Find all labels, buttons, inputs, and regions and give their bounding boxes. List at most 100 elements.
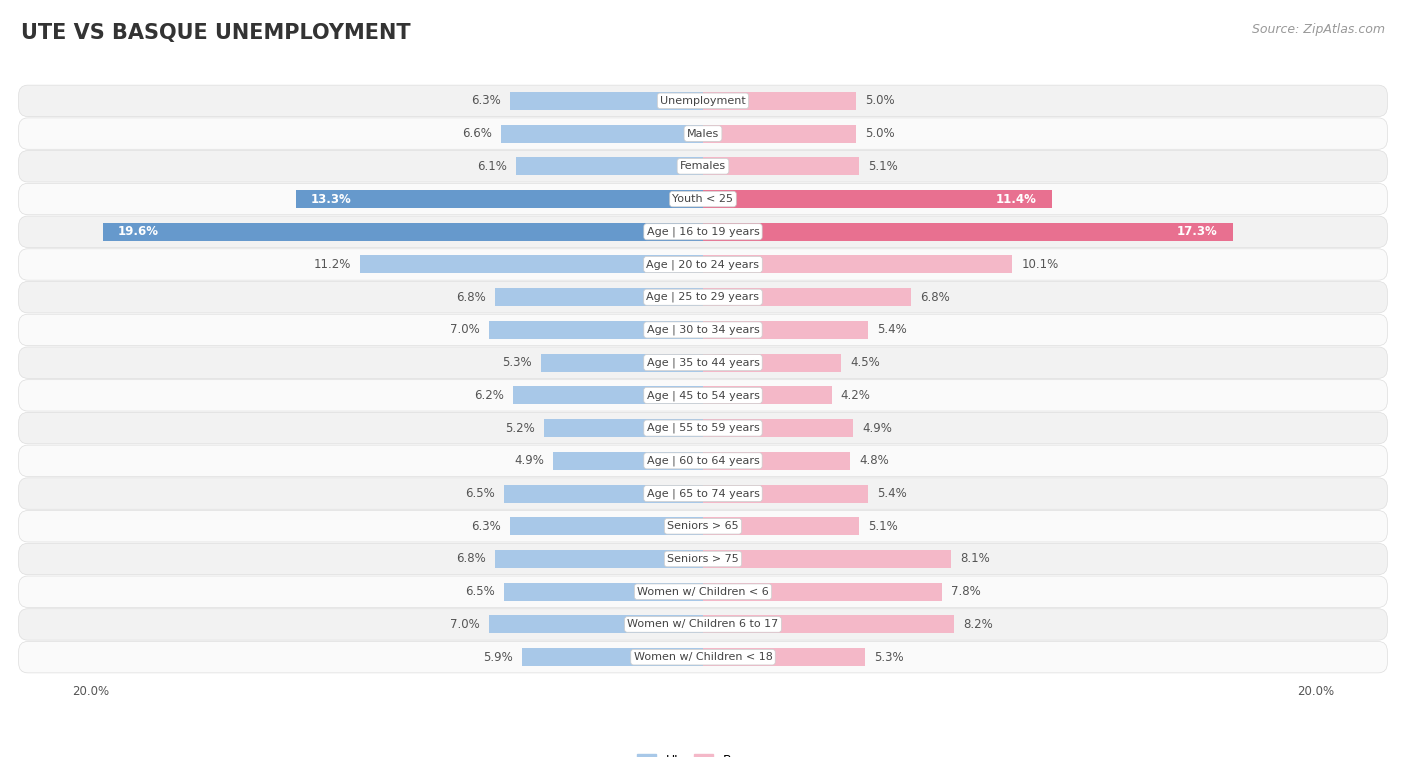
- FancyBboxPatch shape: [18, 216, 1388, 248]
- Text: 7.0%: 7.0%: [450, 618, 479, 631]
- Text: 5.3%: 5.3%: [875, 651, 904, 664]
- Text: Women w/ Children 6 to 17: Women w/ Children 6 to 17: [627, 619, 779, 630]
- Text: 20.0%: 20.0%: [72, 685, 110, 698]
- Bar: [703, 517, 859, 535]
- FancyBboxPatch shape: [18, 183, 1388, 215]
- Text: Age | 20 to 24 years: Age | 20 to 24 years: [647, 259, 759, 269]
- Text: 6.2%: 6.2%: [474, 389, 503, 402]
- Text: Seniors > 75: Seniors > 75: [666, 554, 740, 564]
- Text: 6.8%: 6.8%: [921, 291, 950, 304]
- Text: Age | 55 to 59 years: Age | 55 to 59 years: [647, 423, 759, 433]
- Bar: [503, 484, 703, 503]
- Bar: [703, 484, 869, 503]
- Text: 5.0%: 5.0%: [865, 127, 894, 140]
- Bar: [544, 419, 703, 437]
- FancyBboxPatch shape: [18, 151, 1388, 182]
- Text: 6.3%: 6.3%: [471, 95, 501, 107]
- Text: 6.6%: 6.6%: [461, 127, 492, 140]
- FancyBboxPatch shape: [18, 609, 1388, 640]
- Text: Youth < 25: Youth < 25: [672, 194, 734, 204]
- Text: 10.1%: 10.1%: [1021, 258, 1059, 271]
- Bar: [703, 615, 955, 634]
- FancyBboxPatch shape: [18, 314, 1388, 346]
- Bar: [703, 223, 1233, 241]
- Bar: [703, 386, 831, 404]
- FancyBboxPatch shape: [18, 576, 1388, 607]
- Bar: [703, 452, 851, 470]
- FancyBboxPatch shape: [18, 413, 1388, 444]
- Text: 6.3%: 6.3%: [471, 520, 501, 533]
- Bar: [703, 419, 853, 437]
- Text: 13.3%: 13.3%: [311, 192, 352, 206]
- Text: Seniors > 65: Seniors > 65: [668, 522, 738, 531]
- Bar: [703, 583, 942, 601]
- Text: 5.1%: 5.1%: [869, 160, 898, 173]
- Bar: [703, 157, 859, 176]
- FancyBboxPatch shape: [18, 347, 1388, 378]
- Text: 5.0%: 5.0%: [865, 95, 894, 107]
- Bar: [703, 288, 911, 306]
- Bar: [495, 288, 703, 306]
- Text: 20.0%: 20.0%: [1296, 685, 1334, 698]
- Bar: [703, 354, 841, 372]
- FancyBboxPatch shape: [18, 544, 1388, 575]
- Text: 19.6%: 19.6%: [118, 226, 159, 238]
- Bar: [703, 255, 1012, 273]
- Text: 5.4%: 5.4%: [877, 487, 907, 500]
- Text: Females: Females: [681, 161, 725, 171]
- Text: 6.1%: 6.1%: [477, 160, 508, 173]
- Text: 4.9%: 4.9%: [515, 454, 544, 467]
- Text: Age | 16 to 19 years: Age | 16 to 19 years: [647, 226, 759, 237]
- Text: 6.5%: 6.5%: [465, 487, 495, 500]
- Text: Women w/ Children < 18: Women w/ Children < 18: [634, 653, 772, 662]
- Bar: [360, 255, 703, 273]
- Text: 6.8%: 6.8%: [456, 291, 485, 304]
- Text: Age | 60 to 64 years: Age | 60 to 64 years: [647, 456, 759, 466]
- FancyBboxPatch shape: [18, 641, 1388, 673]
- Bar: [489, 321, 703, 339]
- Text: Age | 45 to 54 years: Age | 45 to 54 years: [647, 390, 759, 400]
- FancyBboxPatch shape: [18, 445, 1388, 477]
- FancyBboxPatch shape: [18, 380, 1388, 411]
- Bar: [703, 190, 1052, 208]
- Text: 11.4%: 11.4%: [995, 192, 1036, 206]
- Text: Age | 25 to 29 years: Age | 25 to 29 years: [647, 292, 759, 303]
- Text: 5.2%: 5.2%: [505, 422, 534, 435]
- Bar: [703, 92, 856, 110]
- Text: 8.1%: 8.1%: [960, 553, 990, 565]
- Bar: [703, 321, 869, 339]
- Text: 5.3%: 5.3%: [502, 356, 531, 369]
- Text: 4.8%: 4.8%: [859, 454, 889, 467]
- Text: Age | 65 to 74 years: Age | 65 to 74 years: [647, 488, 759, 499]
- FancyBboxPatch shape: [18, 478, 1388, 509]
- Text: Unemployment: Unemployment: [661, 96, 745, 106]
- Text: Males: Males: [688, 129, 718, 139]
- Text: 6.5%: 6.5%: [465, 585, 495, 598]
- Text: 7.8%: 7.8%: [950, 585, 981, 598]
- Text: 17.3%: 17.3%: [1177, 226, 1218, 238]
- FancyBboxPatch shape: [18, 85, 1388, 117]
- Text: Women w/ Children < 6: Women w/ Children < 6: [637, 587, 769, 597]
- Bar: [516, 157, 703, 176]
- Text: 4.2%: 4.2%: [841, 389, 870, 402]
- Bar: [523, 648, 703, 666]
- FancyBboxPatch shape: [18, 282, 1388, 313]
- Bar: [703, 125, 856, 142]
- Text: Age | 30 to 34 years: Age | 30 to 34 years: [647, 325, 759, 335]
- FancyBboxPatch shape: [18, 118, 1388, 149]
- Text: 5.9%: 5.9%: [484, 651, 513, 664]
- Text: UTE VS BASQUE UNEMPLOYMENT: UTE VS BASQUE UNEMPLOYMENT: [21, 23, 411, 42]
- Text: 5.4%: 5.4%: [877, 323, 907, 336]
- Text: 4.5%: 4.5%: [851, 356, 880, 369]
- Bar: [489, 615, 703, 634]
- Bar: [501, 125, 703, 142]
- Text: 5.1%: 5.1%: [869, 520, 898, 533]
- Bar: [541, 354, 703, 372]
- Bar: [513, 386, 703, 404]
- Text: 6.8%: 6.8%: [456, 553, 485, 565]
- Bar: [503, 583, 703, 601]
- Text: 7.0%: 7.0%: [450, 323, 479, 336]
- Bar: [510, 92, 703, 110]
- Text: 11.2%: 11.2%: [314, 258, 352, 271]
- Text: 8.2%: 8.2%: [963, 618, 993, 631]
